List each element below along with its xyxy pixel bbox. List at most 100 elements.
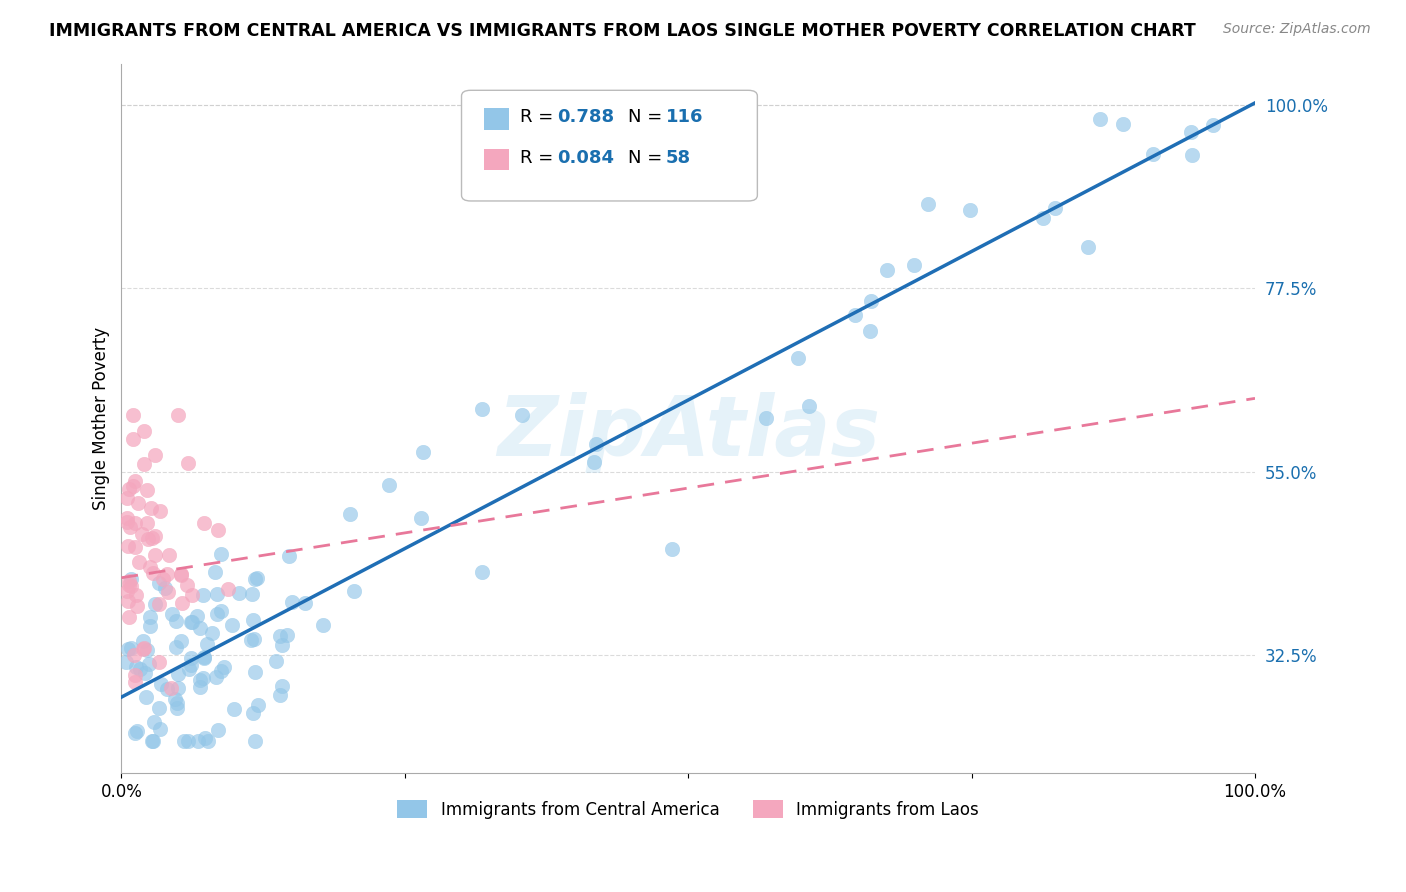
Point [124,668,146,682]
Point [1112,117,1135,131]
Point [166,696,188,710]
Point [118,482,141,496]
Point [136,643,159,657]
Point [903,259,925,273]
Point [180,658,202,673]
Point [270,638,292,652]
Point [205,670,228,684]
Point [269,629,291,643]
Point [143,598,166,612]
Point [139,560,162,574]
Point [170,568,193,582]
Point [1202,118,1225,132]
Point [661,542,683,557]
Point [121,408,143,422]
Point [412,445,434,459]
FancyBboxPatch shape [461,90,758,201]
Point [844,308,866,322]
Point [117,539,139,553]
FancyBboxPatch shape [484,149,509,170]
Point [125,599,148,613]
Point [239,632,262,647]
Point [143,529,166,543]
Point [136,533,159,547]
Point [141,734,163,748]
Point [959,203,981,218]
Point [115,584,138,599]
Point [1142,146,1164,161]
Point [181,588,204,602]
Point [205,586,228,600]
Point [153,581,176,595]
Point [121,432,143,446]
Point [165,640,187,654]
Point [193,516,215,530]
Point [129,662,152,676]
Point [170,566,193,581]
Point [471,565,494,579]
Point [132,457,155,471]
Point [214,660,236,674]
Text: R =: R = [520,149,560,167]
Point [243,572,266,586]
Point [188,680,211,694]
Point [246,698,269,713]
Point [188,621,211,635]
Point [139,500,162,515]
Point [148,597,170,611]
Point [378,478,401,492]
Point [181,615,204,630]
Point [124,516,146,530]
Point [221,618,243,632]
Point [148,722,170,736]
Point [193,649,215,664]
Point [242,613,264,627]
Point [132,634,155,648]
Point [471,402,494,417]
Point [217,582,239,597]
Point [859,294,882,309]
Point [173,734,195,748]
Point [131,641,153,656]
Point [132,640,155,655]
Point [115,511,138,525]
Point [281,595,304,609]
Point [131,527,153,541]
Point [205,607,228,621]
Point [128,555,150,569]
Point [197,734,219,748]
Point [342,583,364,598]
Point [179,662,201,676]
Point [917,197,939,211]
Point [125,588,148,602]
Text: 58: 58 [665,149,690,167]
Point [240,587,263,601]
Point [585,436,607,450]
Point [118,610,141,624]
Point [115,516,138,530]
Point [135,483,157,498]
Point [160,681,183,695]
Point [245,665,267,680]
Point [143,715,166,730]
Point [138,657,160,671]
Point [139,618,162,632]
Point [224,702,246,716]
Point [141,532,163,546]
Point [207,723,229,737]
Point [1090,112,1112,126]
Point [156,566,179,581]
Point [142,566,165,581]
Point [271,679,294,693]
Text: Source: ZipAtlas.com: Source: ZipAtlas.com [1223,22,1371,37]
Point [194,731,217,745]
Point [145,449,167,463]
Point [157,585,180,599]
Point [170,596,193,610]
FancyBboxPatch shape [484,108,509,130]
Point [120,640,142,655]
Point [859,325,882,339]
Point [1045,201,1067,215]
Point [1077,240,1099,254]
Point [180,650,202,665]
